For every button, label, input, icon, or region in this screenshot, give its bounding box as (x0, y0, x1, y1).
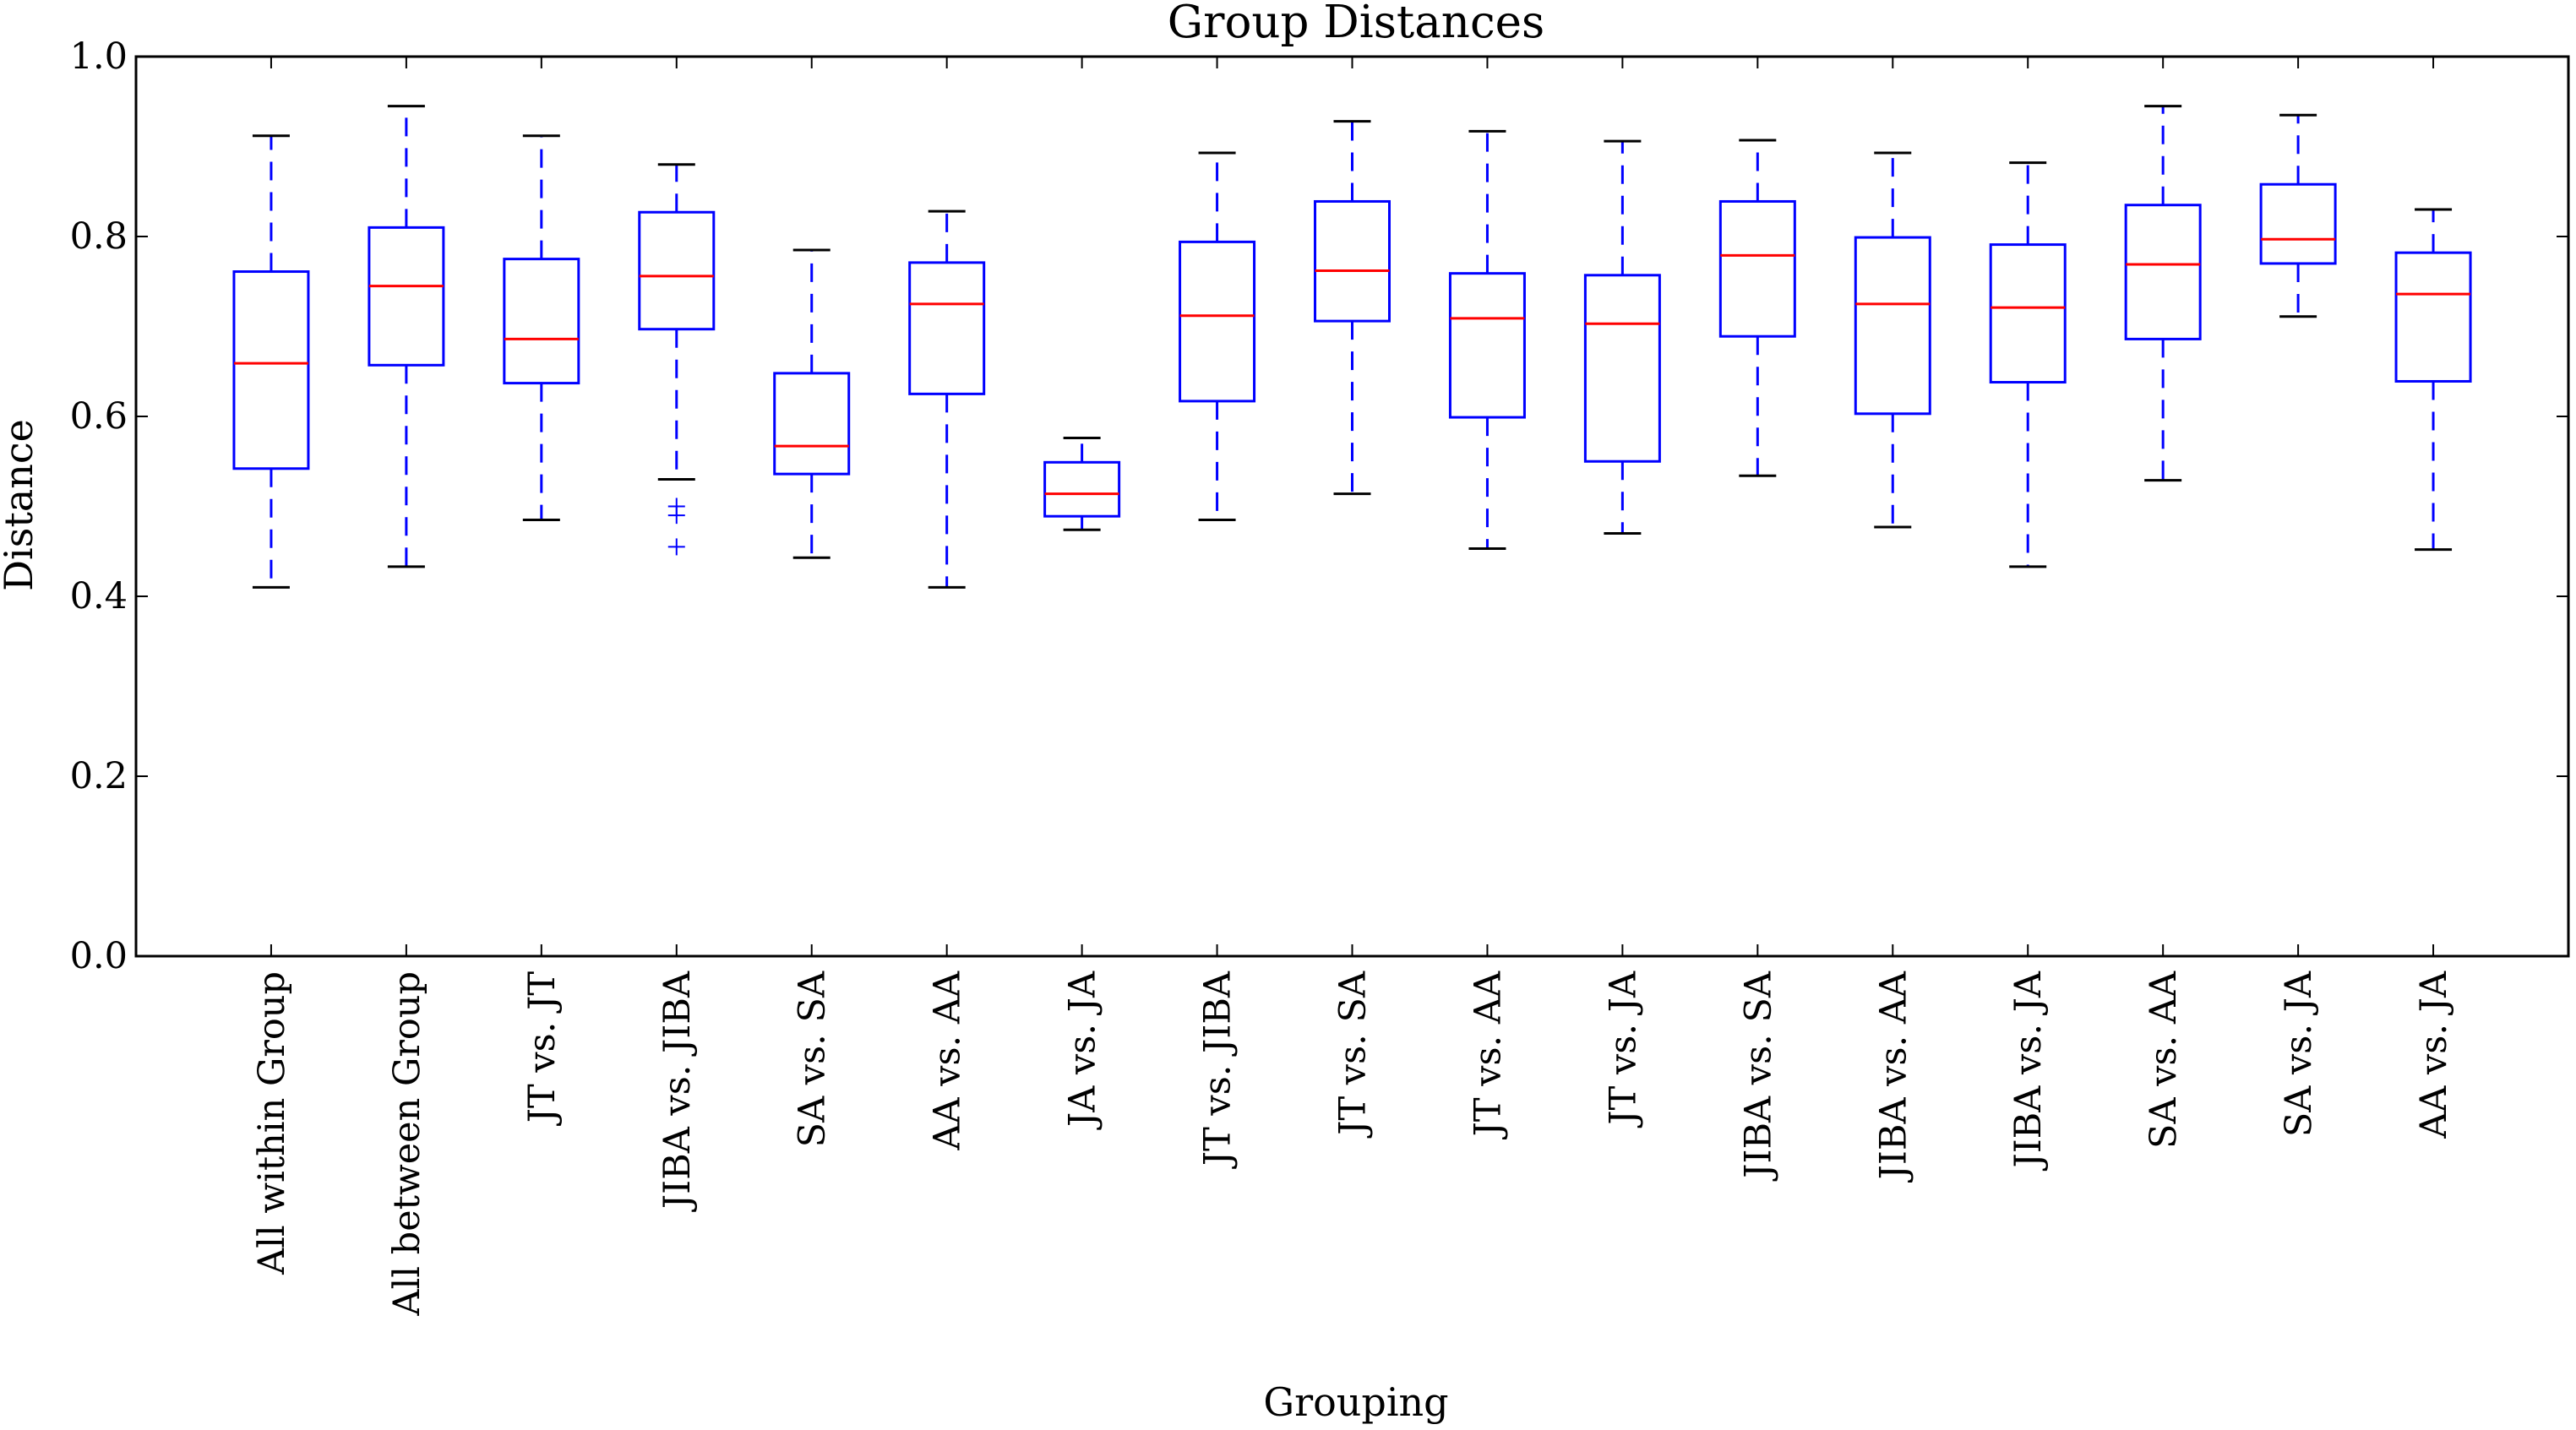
box-group (1314, 120, 1391, 496)
box (2394, 251, 2472, 383)
x-axis-label: Grouping (1263, 1379, 1448, 1425)
x-tick-label: SA vs. AA (2143, 971, 2185, 1149)
plot-frame (134, 55, 2570, 958)
y-tick-label: 0.6 (70, 395, 128, 438)
y-axis-label: Distance (0, 419, 41, 591)
box-group (2394, 208, 2472, 552)
box (1314, 199, 1391, 323)
box-group (773, 248, 851, 559)
x-tick-label: JT vs. JIBA (1197, 971, 1239, 1169)
box (908, 261, 986, 395)
box (232, 270, 310, 470)
x-tick-label: AA vs. AA (927, 971, 969, 1151)
plot-area: 0.0 0.2 0.4 0.6 0.8 1.0 All within Group All be… (70, 35, 2570, 1317)
y-tick-label: 0.4 (70, 575, 128, 617)
y-tick-label: 1.0 (70, 35, 128, 78)
box (773, 372, 851, 476)
y-tick-label: 0.2 (70, 755, 128, 797)
box (2259, 182, 2337, 265)
box-group (1854, 151, 1931, 529)
box-group (1448, 129, 1526, 551)
x-tick-label: JT vs. JT (521, 971, 564, 1127)
box-group (1043, 437, 1121, 531)
x-tick-label: AA vs. JA (2413, 971, 2455, 1139)
x-tick-label: JIBA vs. JA (2007, 971, 2050, 1171)
box-group (1583, 139, 1661, 535)
box-group (368, 105, 445, 568)
box (1583, 274, 1661, 463)
box-group (232, 134, 310, 589)
box-group (2124, 105, 2202, 482)
box (503, 258, 580, 385)
box-group (1179, 151, 1256, 521)
x-tick-label: SA vs. SA (792, 971, 834, 1147)
y-tick-label: 0.8 (70, 215, 128, 258)
x-tick-label: JT vs. AA (1467, 971, 1509, 1139)
box (368, 226, 445, 367)
x-tick-label: JT vs. JA (1602, 971, 1644, 1128)
x-tick-label: JIBA vs. SA (1737, 971, 1779, 1182)
flier-point (667, 507, 685, 525)
box-group (1989, 161, 2067, 568)
y-tick-label: 0.0 (70, 935, 128, 977)
x-tick-label: JA vs. JA (1062, 971, 1104, 1130)
box-group (638, 163, 716, 556)
x-tick-label: JT vs. SA (1332, 971, 1375, 1139)
box (1448, 272, 1526, 419)
box (2124, 204, 2202, 340)
x-tick-label: SA vs. JA (2278, 971, 2320, 1137)
x-tick-label: All within Group (251, 971, 293, 1275)
chart-title: Group Distances (1168, 0, 1544, 48)
x-tick-label: JIBA vs. AA (1872, 971, 1914, 1183)
box-group (1718, 139, 1796, 477)
box (1179, 240, 1256, 403)
box (1854, 236, 1931, 416)
box-group (908, 209, 986, 589)
box (1989, 243, 2067, 384)
flier-point (667, 538, 685, 556)
box-group (2259, 113, 2337, 318)
box (1718, 199, 1796, 338)
x-tick-label: All between Group (386, 971, 428, 1317)
box (638, 210, 716, 331)
box (1043, 460, 1121, 518)
box-group (503, 134, 580, 521)
x-tick-label: JIBA vs. JIBA (656, 971, 699, 1212)
